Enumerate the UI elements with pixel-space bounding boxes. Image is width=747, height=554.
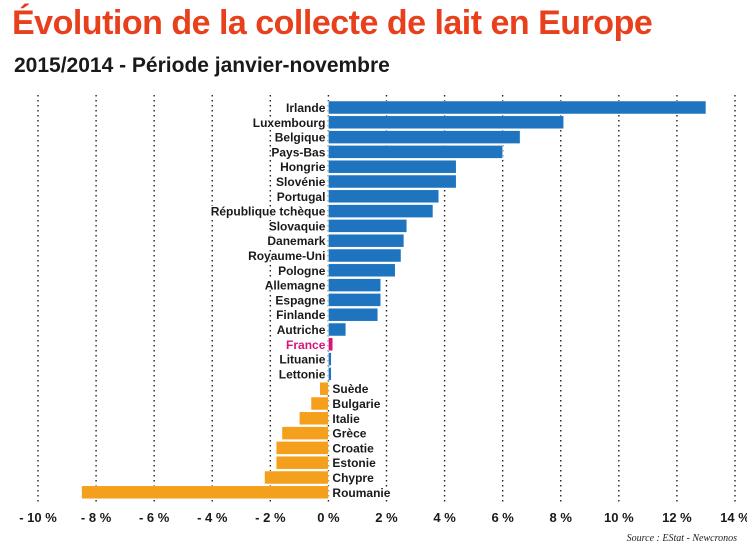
x-tick-label: 6 %	[491, 510, 514, 525]
label-lettonie: Lettonie	[279, 367, 326, 381]
bar-irlande	[328, 100, 707, 115]
chart-title: Évolution de la collecte de lait en Euro…	[12, 4, 653, 42]
label-roumanie: Roumanie	[332, 486, 390, 500]
bar-belgique	[328, 130, 521, 144]
category-labels: IrlandeLuxembourgBelgiquePays-BasHongrie…	[209, 100, 392, 501]
label-irlande: Irlande	[286, 101, 326, 115]
label-finlande: Finlande	[276, 308, 326, 322]
chart-subtitle: 2015/2014 - Période janvier-novembre	[14, 54, 390, 77]
bar-finlande	[328, 307, 379, 322]
label-bulgarie: Bulgarie	[332, 397, 380, 411]
bar-lituanie	[328, 352, 332, 366]
bar-slovenie	[328, 174, 457, 189]
label-autriche: Autriche	[277, 323, 326, 337]
bars	[81, 100, 707, 500]
x-tick-label: 14 %	[720, 510, 747, 525]
label-republique-tcheque: République tchèque	[211, 205, 326, 219]
x-tick-label: 8 %	[550, 510, 573, 525]
x-tick-label: - 2 %	[255, 510, 286, 525]
label-croatie: Croatie	[332, 441, 374, 455]
bar-italie	[299, 411, 329, 426]
x-tick-label: - 8 %	[81, 510, 112, 525]
label-luxembourg: Luxembourg	[253, 116, 326, 130]
bar-slovaquie	[328, 219, 408, 233]
bar-croatie	[275, 441, 329, 455]
label-pays-bas: Pays-Bas	[271, 145, 325, 159]
x-tick-label: 4 %	[433, 510, 456, 525]
label-france: France	[286, 338, 326, 352]
bar-hongrie	[328, 159, 457, 174]
label-espagne: Espagne	[275, 293, 325, 307]
label-chypre: Chypre	[332, 471, 374, 485]
label-hongrie: Hongrie	[280, 160, 326, 174]
x-tick-label: - 10 %	[19, 510, 57, 525]
label-danemark: Danemark	[267, 234, 325, 248]
bar-bulgarie	[310, 396, 329, 411]
label-belgique: Belgique	[275, 131, 326, 145]
label-slovaquie: Slovaquie	[269, 219, 326, 233]
bar-france	[328, 337, 334, 352]
label-grece: Grèce	[332, 427, 366, 441]
bar-danemark	[328, 233, 405, 248]
bar-portugal	[328, 189, 440, 204]
x-tick-label: - 6 %	[139, 510, 170, 525]
x-tick-label: 2 %	[375, 510, 398, 525]
bar-allemagne	[328, 278, 381, 292]
label-estonie: Estonie	[332, 456, 376, 470]
label-slovenie: Slovénie	[276, 175, 326, 189]
bar-suede	[319, 381, 329, 396]
label-lituanie: Lituanie	[279, 353, 325, 367]
x-tick-label: 12 %	[662, 510, 692, 525]
bar-republique-tcheque	[328, 204, 434, 218]
bar-grece	[281, 426, 329, 440]
label-suede: Suède	[332, 382, 368, 396]
bar-autriche	[328, 322, 347, 337]
bar-chypre	[264, 470, 329, 485]
bar-royaume-uni	[328, 248, 402, 263]
bar-pays-bas	[328, 145, 503, 159]
source-note: Source : EStat - Newcronos	[626, 533, 737, 544]
x-tick-label: - 4 %	[197, 510, 228, 525]
label-pologne: Pologne	[278, 264, 326, 278]
x-axis-tick-labels: - 10 % - 8 % - 6 % - 4 % - 2 % 0 % 2 % 4 % 6 % 8 …	[19, 510, 747, 525]
x-tick-label: 0 %	[317, 510, 340, 525]
bar-espagne	[328, 293, 381, 307]
label-italie: Italie	[332, 412, 360, 426]
bar-pologne	[328, 263, 396, 278]
label-portugal: Portugal	[277, 190, 326, 204]
bar-roumanie	[81, 485, 329, 500]
bar-luxembourg	[328, 115, 564, 130]
x-tick-label: 10 %	[604, 510, 634, 525]
label-allemagne: Allemagne	[265, 279, 326, 293]
bar-lettonie	[328, 367, 332, 381]
label-royaume-uni: Royaume-Uni	[248, 249, 325, 263]
bar-estonie	[275, 455, 329, 470]
